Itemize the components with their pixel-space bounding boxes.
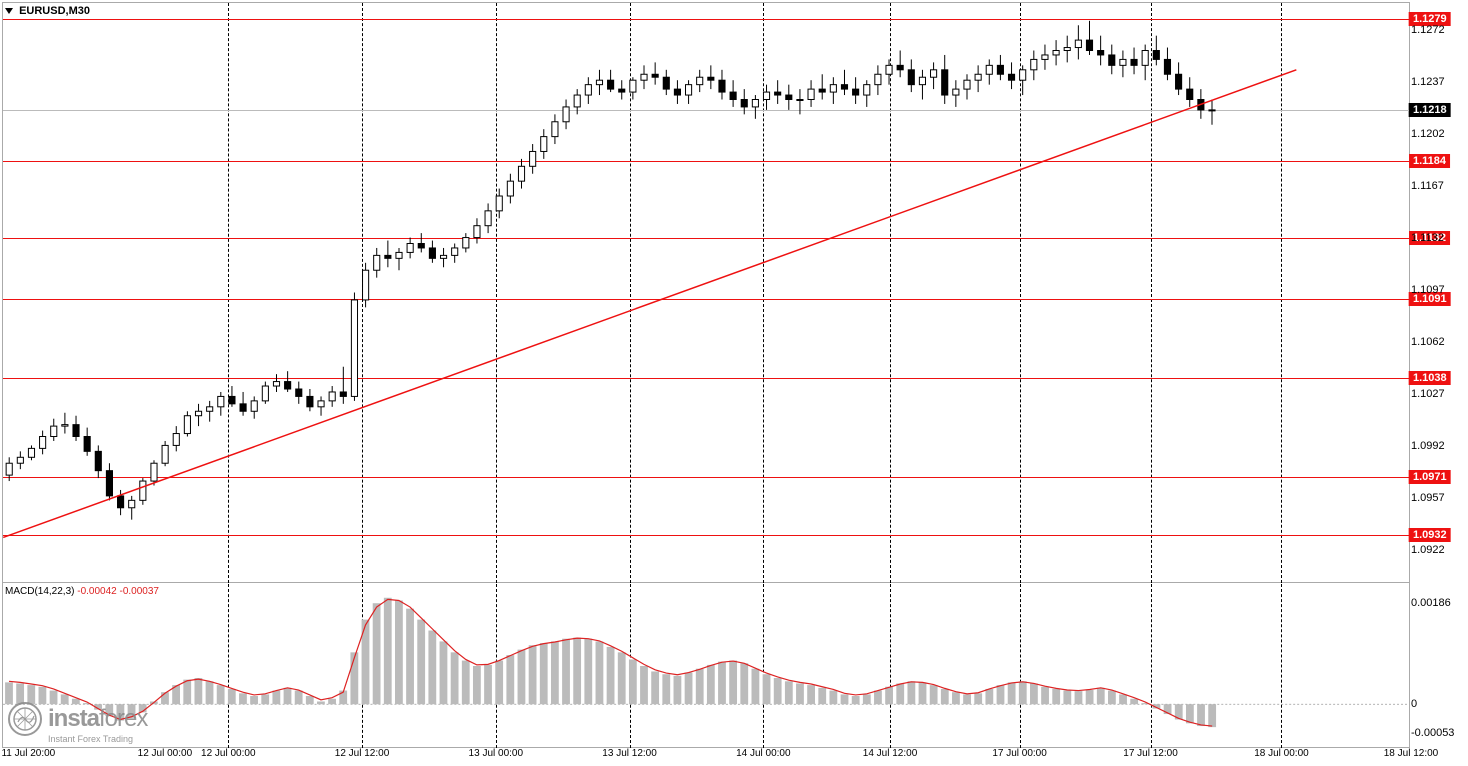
price-panel[interactable]: EURUSD,M30 1.12791.11841.11321.10911.103…	[3, 3, 1409, 583]
y-tick-label: 1.1027	[1411, 388, 1467, 400]
y-tick-label: 1.1237	[1411, 76, 1467, 88]
y-tick-label: 1.0922	[1411, 544, 1467, 556]
macd-y-tick: -0.00053	[1411, 727, 1467, 739]
logo-watermark: instaforex Instant Forex Trading	[8, 702, 147, 744]
macd-panel[interactable]: MACD(14,22,3) -0.00042 -0.00037 0.001860…	[3, 584, 1409, 748]
symbol-label: EURUSD,M30	[19, 5, 90, 17]
price-svg	[3, 3, 1409, 582]
macd-y-tick: 0	[1411, 698, 1467, 710]
y-tick-label: 1.1202	[1411, 128, 1467, 140]
y-tick-label: 1.1167	[1411, 180, 1467, 192]
logo-text: instaforex	[48, 705, 147, 733]
macd-y-tick: 0.00186	[1411, 597, 1467, 609]
y-tick-label: 1.0992	[1411, 440, 1467, 452]
chart-title: EURUSD,M30	[5, 5, 90, 17]
price-y-axis: 1.1272 1.1237 1.1202 1.1167 1.1132 1.1097 1.10…	[1411, 3, 1467, 582]
logo-light: forex	[99, 705, 147, 732]
logo-bold: insta	[48, 705, 99, 732]
y-tick-label: 1.1272	[1411, 24, 1467, 36]
macd-y-axis: 0.00186 0 -0.00053	[1411, 584, 1467, 748]
y-tick-label: 1.0957	[1411, 492, 1467, 504]
y-tick-label: 1.1097	[1411, 284, 1467, 296]
macd-values: -0.00042 -0.00037	[77, 586, 159, 597]
chart-container: EURUSD,M30 1.12791.11841.11321.10911.103…	[2, 2, 1410, 748]
y-tick-label: 1.1062	[1411, 336, 1467, 348]
macd-svg	[3, 584, 1409, 748]
macd-title: MACD(14,22,3) -0.00042 -0.00037	[5, 586, 159, 597]
y-tick-label: 1.1132	[1411, 232, 1467, 244]
logo-subtitle: Instant Forex Trading	[48, 734, 147, 744]
logo-icon	[8, 702, 42, 736]
time-axis: 11 Jul 20:0012 Jul 00:0012 Jul 00:0012 J…	[3, 748, 1409, 766]
dropdown-arrow-icon[interactable]	[5, 8, 13, 14]
macd-label: MACD(14,22,3)	[5, 586, 74, 597]
